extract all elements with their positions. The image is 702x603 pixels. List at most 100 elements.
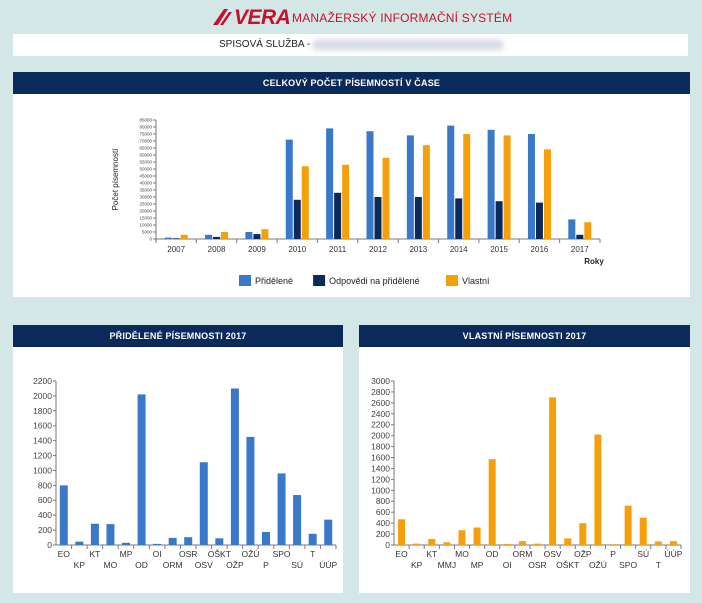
total-y-tick-label: 65000 xyxy=(139,146,152,151)
app-title: MANAŽERSKÝ INFORMAČNÍ SYSTÉM xyxy=(292,11,513,25)
total-bar xyxy=(374,197,382,239)
own-y-tick-label: 2400 xyxy=(371,409,390,419)
total-x-tick-label: 2016 xyxy=(531,245,549,254)
own-y-tick-label: 1600 xyxy=(371,453,390,463)
assigned-x-tick-label: ORM xyxy=(163,560,183,570)
assigned-x-tick-label: MP xyxy=(120,549,133,559)
total-x-tick-label: 2012 xyxy=(369,245,387,254)
own-bar xyxy=(518,541,526,545)
total-bar xyxy=(576,234,584,239)
own-x-tick-label: OŽÚ xyxy=(589,560,607,570)
panel-assigned: PŘIDĚLENÉ PÍSEMNOSTI 2017 0 200 400 600 800 1… xyxy=(13,325,343,593)
assigned-bar xyxy=(262,531,270,545)
assigned-bar xyxy=(246,436,255,545)
own-y-tick-label: 1200 xyxy=(371,474,390,484)
own-y-tick-label: 2200 xyxy=(371,420,390,430)
own-y-tick-label: 200 xyxy=(376,529,390,539)
chart-assigned: 0 200 400 600 800 1000 1200 1400 1600 1800 2000 220… xyxy=(33,376,337,570)
assigned-x-tick-label: ÚÚP xyxy=(319,560,337,570)
own-y-tick-label: 2800 xyxy=(371,387,390,397)
assigned-x-tick-label: OŽÚ xyxy=(241,549,259,559)
assigned-x-tick-label: OI xyxy=(153,549,162,559)
total-y-tick-label: 10000 xyxy=(139,223,152,228)
total-bar xyxy=(503,135,511,239)
own-bar xyxy=(428,538,436,545)
assigned-y-tick-label: 2200 xyxy=(33,376,52,386)
own-y-tick-label: 1800 xyxy=(371,442,390,452)
panel-own: VLASTNÍ PÍSEMNOSTI 2017 0 200 400 600 800 100… xyxy=(359,325,690,593)
assigned-x-tick-label: OŠKT xyxy=(208,549,231,559)
total-legend-swatch xyxy=(313,275,326,286)
assigned-bar xyxy=(122,542,130,545)
total-bar xyxy=(447,125,455,239)
total-legend-swatch xyxy=(446,275,458,286)
own-x-tick-label: OI xyxy=(503,560,512,570)
assigned-bar xyxy=(230,388,239,545)
total-bar xyxy=(455,198,463,239)
total-y-tick-label: 15000 xyxy=(139,216,152,221)
assigned-bar xyxy=(90,523,99,545)
own-x-tick-label: MO xyxy=(455,549,469,559)
service-bar: SPISOVÁ SLUŽBA - xyxy=(13,34,688,56)
total-legend-label: Přidělené xyxy=(255,276,293,286)
assigned-bar xyxy=(184,537,193,545)
total-bar xyxy=(221,232,229,239)
assigned-y-tick-label: 1400 xyxy=(33,436,52,446)
total-bar xyxy=(180,234,188,239)
assigned-y-tick-label: 1200 xyxy=(33,451,52,461)
assigned-y-tick-label: 200 xyxy=(38,525,52,535)
total-bar xyxy=(245,232,253,239)
own-bar xyxy=(413,543,421,545)
assigned-bar xyxy=(137,394,146,545)
total-bar xyxy=(487,129,495,239)
total-bar xyxy=(334,192,342,239)
assigned-x-tick-label: OD xyxy=(135,560,148,570)
own-bar xyxy=(503,543,511,545)
own-bar xyxy=(549,397,557,545)
total-bar xyxy=(293,199,301,239)
own-bar xyxy=(458,530,466,545)
total-x-tick-label: 2007 xyxy=(167,245,185,254)
panel-own-title: VLASTNÍ PÍSEMNOSTI 2017 xyxy=(359,325,690,347)
total-y-tick-label: 25000 xyxy=(139,202,152,207)
panel-total: CELKOVÝ POČET PÍSEMNOSTÍ V ČASE 0 5000 100… xyxy=(13,72,690,297)
own-y-tick-label: 1000 xyxy=(371,485,390,495)
assigned-x-tick-label: MO xyxy=(104,560,118,570)
total-x-tick-label: 2017 xyxy=(571,245,589,254)
own-bar xyxy=(488,459,496,545)
assigned-y-tick-label: 600 xyxy=(38,495,52,505)
total-y-axis-title: Počet písemností xyxy=(111,148,120,211)
total-legend-swatch xyxy=(239,275,251,286)
assigned-x-tick-label: KT xyxy=(89,549,100,559)
total-bar xyxy=(463,134,471,239)
total-x-tick-label: 2011 xyxy=(329,245,347,254)
own-y-tick-label: 2600 xyxy=(371,398,390,408)
total-y-tick-label: 30000 xyxy=(139,195,152,200)
app-header: VERA MANAŽERSKÝ INFORMAČNÍ SYSTÉM xyxy=(0,0,702,34)
assigned-bar xyxy=(324,519,333,545)
total-bar xyxy=(495,201,503,239)
total-bar xyxy=(535,202,543,239)
own-x-tick-label: KP xyxy=(411,560,423,570)
total-x-tick-label: 2015 xyxy=(490,245,508,254)
own-x-tick-label: SÚ xyxy=(637,549,649,559)
own-bar xyxy=(609,544,617,545)
own-bar xyxy=(534,543,541,545)
total-y-tick-label: 20000 xyxy=(139,209,152,214)
assigned-x-tick-label: T xyxy=(310,549,315,559)
total-bar xyxy=(164,237,172,239)
total-bar xyxy=(568,219,576,239)
total-y-tick-label: 45000 xyxy=(139,174,152,179)
assigned-bar xyxy=(277,473,286,545)
assigned-bar xyxy=(199,462,208,545)
own-bar xyxy=(398,519,406,545)
assigned-x-tick-label: P xyxy=(263,560,269,570)
assigned-x-tick-label: OŽP xyxy=(226,560,244,570)
total-bar xyxy=(543,149,551,239)
assigned-bar xyxy=(293,495,302,545)
total-x-tick-label: 2008 xyxy=(208,245,226,254)
total-y-tick-label: 85000 xyxy=(139,118,152,123)
own-x-tick-label: P xyxy=(610,549,616,559)
total-bar xyxy=(382,157,390,239)
total-bar xyxy=(406,135,414,239)
